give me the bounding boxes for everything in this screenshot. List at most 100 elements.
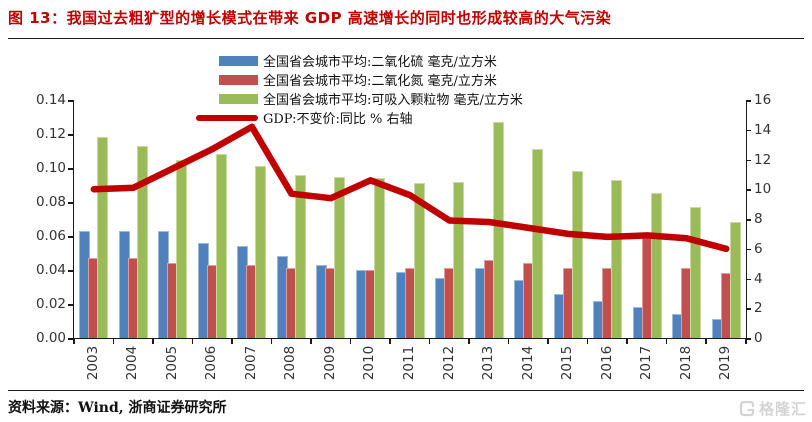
x-axis-tick: [468, 339, 470, 344]
legend-item-gdp: GDP:不变价:同比 % 右轴: [196, 108, 523, 127]
x-axis-tick: [547, 339, 549, 344]
bar-group-2003: [74, 100, 114, 338]
x-axis-label-2013: 2013: [480, 345, 497, 381]
pm10-swatch-icon: [219, 93, 258, 104]
y-axis-right-tick: [746, 278, 751, 280]
x-axis-label-2007: 2007: [242, 345, 259, 381]
x-axis-label-2018: 2018: [677, 345, 694, 381]
bar-group-2009: [311, 100, 351, 338]
y-axis-right-tick: [746, 338, 751, 340]
x-axis-tick: [705, 339, 707, 344]
y-axis-left-tick: [68, 168, 73, 170]
y-axis-left-label: 0.14: [35, 92, 66, 108]
legend-label-so2: 全国省会城市平均:二氧化硫 毫克/立方米: [263, 55, 497, 70]
x-axis-tick: [152, 339, 154, 344]
bar: [373, 178, 385, 338]
x-axis-tick: [745, 339, 747, 344]
source-note: 资料来源：Wind, 浙商证券研究所: [8, 400, 227, 416]
x-axis-label-2017: 2017: [638, 345, 655, 381]
y-axis-right-label: 16: [754, 92, 772, 108]
source-divider: [8, 390, 804, 391]
x-axis-tick: [389, 339, 391, 344]
x-axis-label-2019: 2019: [717, 345, 734, 381]
bar-group-2007: [232, 100, 272, 338]
y-axis-left-tick: [68, 100, 73, 102]
bar: [136, 146, 148, 338]
x-axis-tick: [270, 339, 273, 344]
x-axis-tick: [73, 339, 75, 344]
bar: [413, 183, 425, 338]
gdp-line: [90, 123, 730, 253]
y-axis-right-tick: [746, 159, 751, 161]
x-axis-tick: [310, 339, 312, 344]
bar-group-2018: [667, 100, 707, 338]
x-axis-tick: [507, 339, 510, 344]
legend-item-pm10: 全国省会城市平均:可吸入颗粒物 毫克/立方米: [196, 89, 523, 108]
x-axis-tick: [112, 339, 115, 344]
x-axis-label-2004: 2004: [124, 345, 141, 381]
bar-series-container: [74, 100, 746, 338]
legend-item-no2: 全国省会城市平均:二氧化氮 毫克/立方米: [196, 70, 523, 89]
x-axis-label-2010: 2010: [361, 345, 378, 381]
y-axis-left-label: 0.08: [35, 194, 66, 210]
bar-group-2004: [114, 100, 154, 338]
chart-legend: 全国省会城市平均:二氧化硫 毫克/立方米 全国省会城市平均:二氧化氮 毫克/立方…: [196, 51, 523, 127]
bar: [611, 180, 623, 338]
x-axis-tick: [586, 339, 589, 344]
y-axis-right-tick: [746, 129, 751, 132]
bar: [294, 175, 306, 338]
bar: [334, 177, 346, 338]
bar: [532, 149, 544, 338]
bar-group-2012: [430, 100, 470, 338]
bar: [255, 166, 267, 338]
bar-group-2014: [509, 100, 549, 338]
y-axis-right-label: 4: [754, 270, 763, 287]
bar: [729, 222, 741, 338]
x-axis-tick: [665, 339, 668, 344]
bar-group-2006: [193, 100, 233, 338]
x-axis-tick: [428, 339, 431, 344]
y-axis-right-tick: [746, 219, 751, 221]
y-axis-right-tick: [746, 248, 751, 251]
legend-label-no2: 全国省会城市平均:二氧化氮 毫克/立方米: [263, 74, 497, 89]
bar-group-2011: [390, 100, 430, 338]
title-divider: [8, 38, 804, 39]
bar-group-2015: [548, 100, 588, 338]
x-axis-label-2014: 2014: [519, 345, 536, 381]
x-axis-tick: [231, 339, 233, 344]
so2-swatch-icon: [219, 55, 258, 66]
gdp-line-swatch-icon: [196, 114, 258, 121]
bar: [215, 154, 227, 338]
plot-area: [73, 100, 747, 339]
y-axis-right-label: 0: [754, 330, 763, 346]
x-axis-tick: [191, 339, 194, 344]
watermark-label: 格隆汇: [758, 400, 807, 418]
y-axis-left-label: 0.04: [35, 262, 66, 278]
x-axis-label-2012: 2012: [440, 345, 457, 381]
y-axis-right-label: 6: [754, 240, 763, 257]
bar: [492, 122, 504, 338]
bar: [97, 137, 109, 338]
y-axis-left-label: 0.10: [35, 160, 66, 176]
legend-label-pm10: 全国省会城市平均:可吸入颗粒物 毫克/立方米: [263, 93, 523, 108]
figure-title: 图 13：我国过去粗犷型的增长模式在带来 GDP 高速增长的同时也形成较高的大气…: [8, 9, 612, 27]
gelonghui-logo-icon: [739, 400, 755, 417]
y-axis-left-tick: [68, 134, 73, 136]
bar: [571, 171, 583, 338]
x-axis-label-2011: 2011: [401, 345, 417, 381]
bar: [650, 193, 662, 338]
x-axis-label-2003: 2003: [84, 345, 101, 381]
y-axis-left-tick: [68, 236, 73, 238]
bar-group-2010: [351, 100, 391, 338]
bar-group-2013: [469, 100, 509, 338]
y-axis-left-label: 0.00: [35, 330, 66, 346]
x-axis-label-2006: 2006: [203, 345, 220, 381]
x-axis-label-2005: 2005: [163, 345, 180, 381]
x-axis-label-2009: 2009: [321, 345, 338, 381]
x-axis-label-2015: 2015: [559, 345, 576, 381]
y-axis-left-tick: [68, 202, 73, 204]
bar-group-2019: [707, 100, 747, 338]
x-axis-tick: [349, 339, 352, 344]
y-axis-right-tick: [746, 189, 751, 191]
